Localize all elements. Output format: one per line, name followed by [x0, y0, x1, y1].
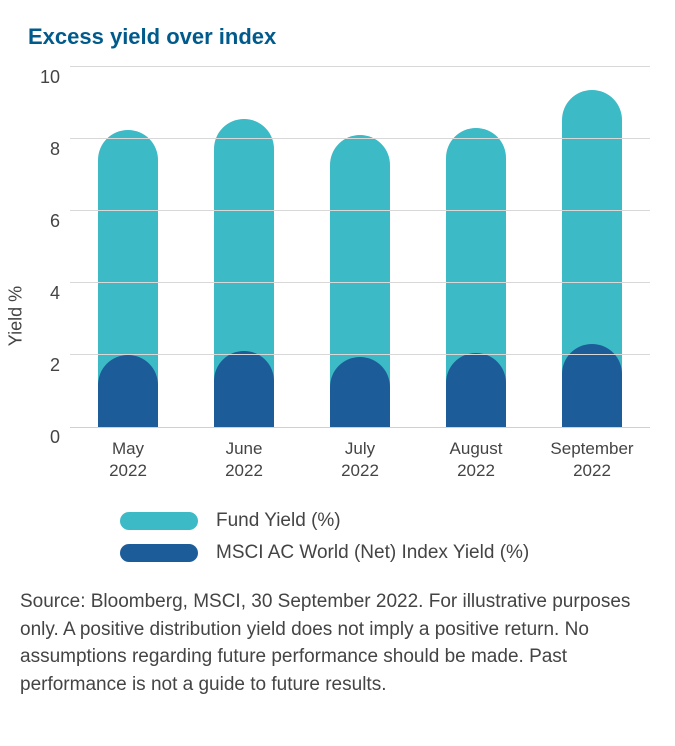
- gridline: [70, 354, 650, 355]
- bar-fund: [562, 90, 622, 427]
- legend-label: MSCI AC World (Net) Index Yield (%): [216, 542, 529, 564]
- xlabel: September2022: [542, 438, 642, 482]
- bar-fund: [446, 128, 506, 427]
- bar-slot: [446, 68, 506, 427]
- plot-region: [70, 68, 650, 428]
- chart-title: Excess yield over index: [28, 24, 655, 50]
- xlabel: July2022: [310, 438, 410, 482]
- bar-slot: [98, 68, 158, 427]
- bar-fund: [98, 130, 158, 427]
- bars-container: [70, 68, 650, 427]
- legend-item-fund: Fund Yield (%): [120, 510, 650, 532]
- bar-slot: [214, 68, 274, 427]
- bar-fund: [214, 119, 274, 427]
- gridline: [70, 66, 650, 67]
- bar-index: [98, 355, 158, 427]
- bar-index: [330, 357, 390, 427]
- x-axis-labels: May2022 June2022 July2022 August2022 Sep…: [70, 438, 650, 482]
- gridline: [70, 282, 650, 283]
- legend-item-index: MSCI AC World (Net) Index Yield (%): [120, 542, 650, 564]
- source-footnote: Source: Bloomberg, MSCI, 30 September 20…: [20, 588, 650, 698]
- xlabel: August2022: [426, 438, 526, 482]
- xlabel: June2022: [194, 438, 294, 482]
- legend-label: Fund Yield (%): [216, 510, 341, 532]
- bar-slot: [562, 68, 622, 427]
- bar-index: [562, 344, 622, 427]
- chart-area: Yield % 10 8 6 4 2 0 May2022 June2022 Ju…: [30, 68, 650, 564]
- gridline: [70, 210, 650, 211]
- y-axis-ticks: 10 8 6 4 2 0: [30, 68, 70, 428]
- legend-swatch: [120, 544, 198, 562]
- legend-swatch: [120, 512, 198, 530]
- xlabel: May2022: [78, 438, 178, 482]
- gridline: [70, 138, 650, 139]
- bar-slot: [330, 68, 390, 427]
- bar-index: [446, 353, 506, 427]
- bar-index: [214, 351, 274, 427]
- legend: Fund Yield (%) MSCI AC World (Net) Index…: [120, 510, 650, 564]
- y-axis-label: Yield %: [6, 286, 27, 346]
